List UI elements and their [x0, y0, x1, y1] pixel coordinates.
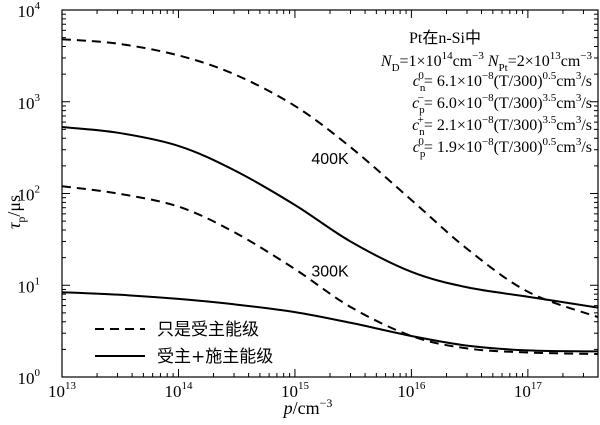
- data-series: [62, 38, 598, 356]
- curve-label: 300K: [311, 263, 349, 280]
- legend: 只是受主能级 受主+施主能级: [95, 320, 273, 367]
- legend-label-acceptor-only: 只是受主能级: [157, 320, 259, 340]
- series-line: [62, 38, 598, 319]
- curve-label: 400K: [311, 151, 349, 168]
- y-tick-label: 100: [18, 367, 41, 388]
- series-line: [62, 185, 598, 356]
- legend-label-acceptor-donor: 受主+施主能级: [157, 347, 273, 367]
- annotation-line: cn0= 6.1×10−8(T/300)0.5cm3/s: [413, 70, 592, 94]
- curve-labels: 400K 300K: [311, 151, 349, 280]
- annotation-line: cp−= 6.0×10−8(T/300)3.5cm3/s: [412, 92, 592, 116]
- axis-ticks: [61, 9, 599, 378]
- x-tick-label: 1013: [48, 380, 77, 401]
- series-line: [62, 291, 598, 353]
- x-tick-label: 1014: [164, 380, 193, 401]
- plot-frame: [61, 9, 599, 378]
- chart-title: Pt在n-Si中: [409, 29, 481, 47]
- x-tick-labels: 1013 1014 1015 1016 1017: [48, 380, 542, 401]
- y-tick-label: 104: [18, 0, 41, 21]
- series-line: [62, 126, 598, 309]
- annotation-line: ND=1×1014cm−3 NPt=2×1013cm−3: [380, 50, 593, 74]
- annotation-line: cp0= 1.9×10−8(T/300)0.5cm3/s: [413, 136, 592, 160]
- annotation-line: cn+= 2.1×10−8(T/300)3.5cm3/s: [412, 114, 592, 138]
- y-tick-label: 102: [18, 184, 41, 205]
- x-tick-label: 1016: [397, 380, 426, 401]
- x-tick-label: 1017: [514, 380, 543, 401]
- y-tick-label: 103: [18, 92, 41, 113]
- y-tick-label: 101: [18, 275, 41, 296]
- x-tick-label: 1015: [281, 380, 310, 401]
- y-tick-labels: 100 101 102 103 104: [18, 0, 41, 388]
- y-axis-title: τp/μs: [4, 195, 28, 229]
- x-axis-title: p/cm−3: [282, 396, 333, 418]
